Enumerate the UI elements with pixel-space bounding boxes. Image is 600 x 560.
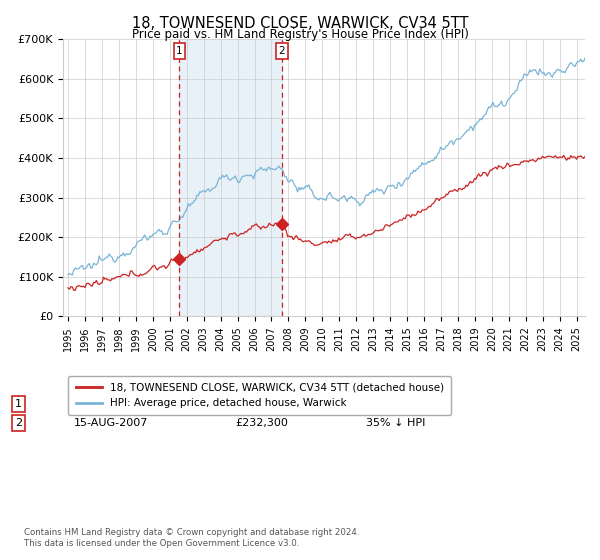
Text: 2: 2 — [15, 418, 22, 428]
Text: 1: 1 — [176, 46, 183, 56]
Text: £144,000: £144,000 — [235, 399, 288, 409]
Text: Contains HM Land Registry data © Crown copyright and database right 2024.
This d: Contains HM Land Registry data © Crown c… — [24, 528, 359, 548]
Text: 15-AUG-2007: 15-AUG-2007 — [73, 418, 148, 428]
Text: 35% ↓ HPI: 35% ↓ HPI — [366, 418, 425, 428]
Legend: 18, TOWNESEND CLOSE, WARWICK, CV34 5TT (detached house), HPI: Average price, det: 18, TOWNESEND CLOSE, WARWICK, CV34 5TT (… — [68, 376, 451, 416]
Text: £232,300: £232,300 — [235, 418, 288, 428]
Bar — [179, 39, 282, 316]
Text: 1: 1 — [15, 399, 22, 409]
Text: 18, TOWNESEND CLOSE, WARWICK, CV34 5TT: 18, TOWNESEND CLOSE, WARWICK, CV34 5TT — [132, 16, 468, 31]
Text: Price paid vs. HM Land Registry's House Price Index (HPI): Price paid vs. HM Land Registry's House … — [131, 28, 469, 41]
Text: 27-JUL-2001: 27-JUL-2001 — [73, 399, 142, 409]
Text: 2: 2 — [278, 46, 285, 56]
Text: 31% ↓ HPI: 31% ↓ HPI — [366, 399, 425, 409]
